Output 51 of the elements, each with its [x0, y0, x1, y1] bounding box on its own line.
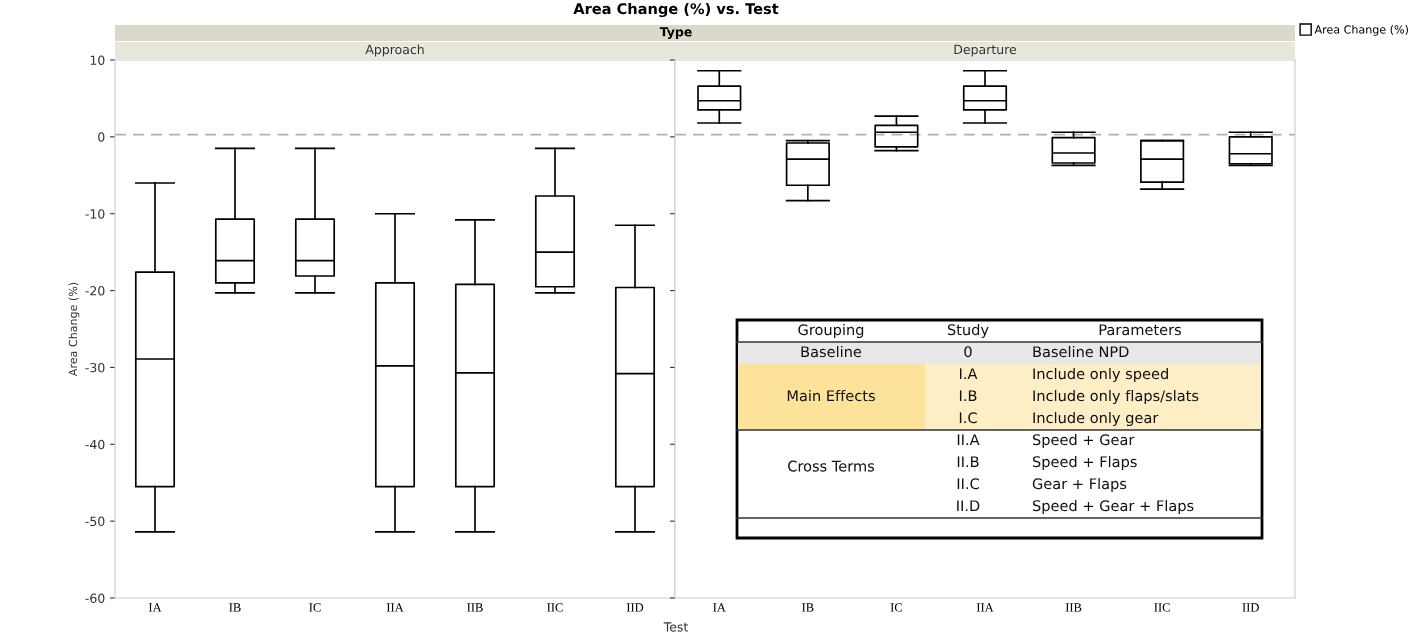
x-tick-label: IB — [229, 603, 241, 612]
y-tick-label: 0 — [98, 132, 105, 142]
x-tick-label: IA — [148, 603, 162, 612]
annotation: II.A — [957, 434, 980, 446]
annotation: Parameters — [1099, 324, 1182, 336]
y-tick-label: 10 — [90, 55, 105, 65]
annotation: Include only speed — [1033, 367, 1168, 383]
y-tick-label: -10 — [85, 209, 105, 219]
x-tick-label: IIB — [467, 603, 483, 612]
annotation: Baseline — [801, 345, 862, 358]
x-tick-label: IIA — [386, 603, 404, 612]
x-tick-label: IIC — [547, 603, 563, 612]
annotation: 0 — [964, 346, 972, 358]
x-tick-label: IIB — [1065, 603, 1082, 612]
annotation: Baseline NPD — [1033, 345, 1129, 358]
x-tick-label: IB — [802, 603, 814, 612]
annotation: Main Effects — [787, 389, 875, 402]
x-tick-label: IID — [1242, 603, 1259, 612]
annotation: Speed + Flaps — [1032, 455, 1137, 471]
x-tick-label: IA — [713, 603, 726, 612]
annotation: Include only flaps/slats — [1033, 389, 1199, 405]
y-tick-label: -50 — [85, 516, 105, 527]
y-axis-title: Area Change (%) — [68, 282, 80, 377]
annotation: II.C — [957, 478, 979, 490]
annotation: I.A — [959, 368, 978, 380]
chart-subtitle: Approach — [365, 44, 424, 57]
y-tick-label: -20 — [85, 286, 105, 296]
annotation: Speed + Gear + Flaps — [1032, 499, 1194, 515]
annotation: I.C — [959, 412, 977, 424]
annotation: Include only gear — [1033, 411, 1159, 427]
chart-title: Area Change (%) vs. Test — [573, 2, 779, 18]
annotation: II.D — [957, 500, 980, 512]
annotation: Gear + Flaps — [1032, 477, 1127, 493]
annotation: II.B — [957, 456, 979, 468]
x-axis-title: Test — [663, 622, 689, 632]
annotation: Cross Terms — [788, 460, 875, 472]
annotation: Study — [947, 323, 989, 339]
annotation: Grouping — [798, 323, 864, 339]
annotation: I.B — [959, 390, 977, 402]
x-tick-label: IC — [309, 603, 321, 612]
annotation: Speed + Gear — [1032, 433, 1135, 449]
legend-title: Type — [659, 27, 692, 40]
legend-label: Area Change (%) — [1314, 25, 1408, 36]
y-tick-label: -30 — [85, 362, 105, 373]
x-tick-label: IC — [890, 603, 902, 612]
x-tick-label: IIA — [976, 603, 994, 612]
x-tick-label: IID — [626, 603, 644, 612]
y-tick-label: -40 — [85, 439, 105, 450]
chart-subtitle: Departure — [954, 44, 1017, 57]
x-tick-label: IIC — [1154, 603, 1170, 612]
y-tick-label: -60 — [85, 593, 105, 603]
